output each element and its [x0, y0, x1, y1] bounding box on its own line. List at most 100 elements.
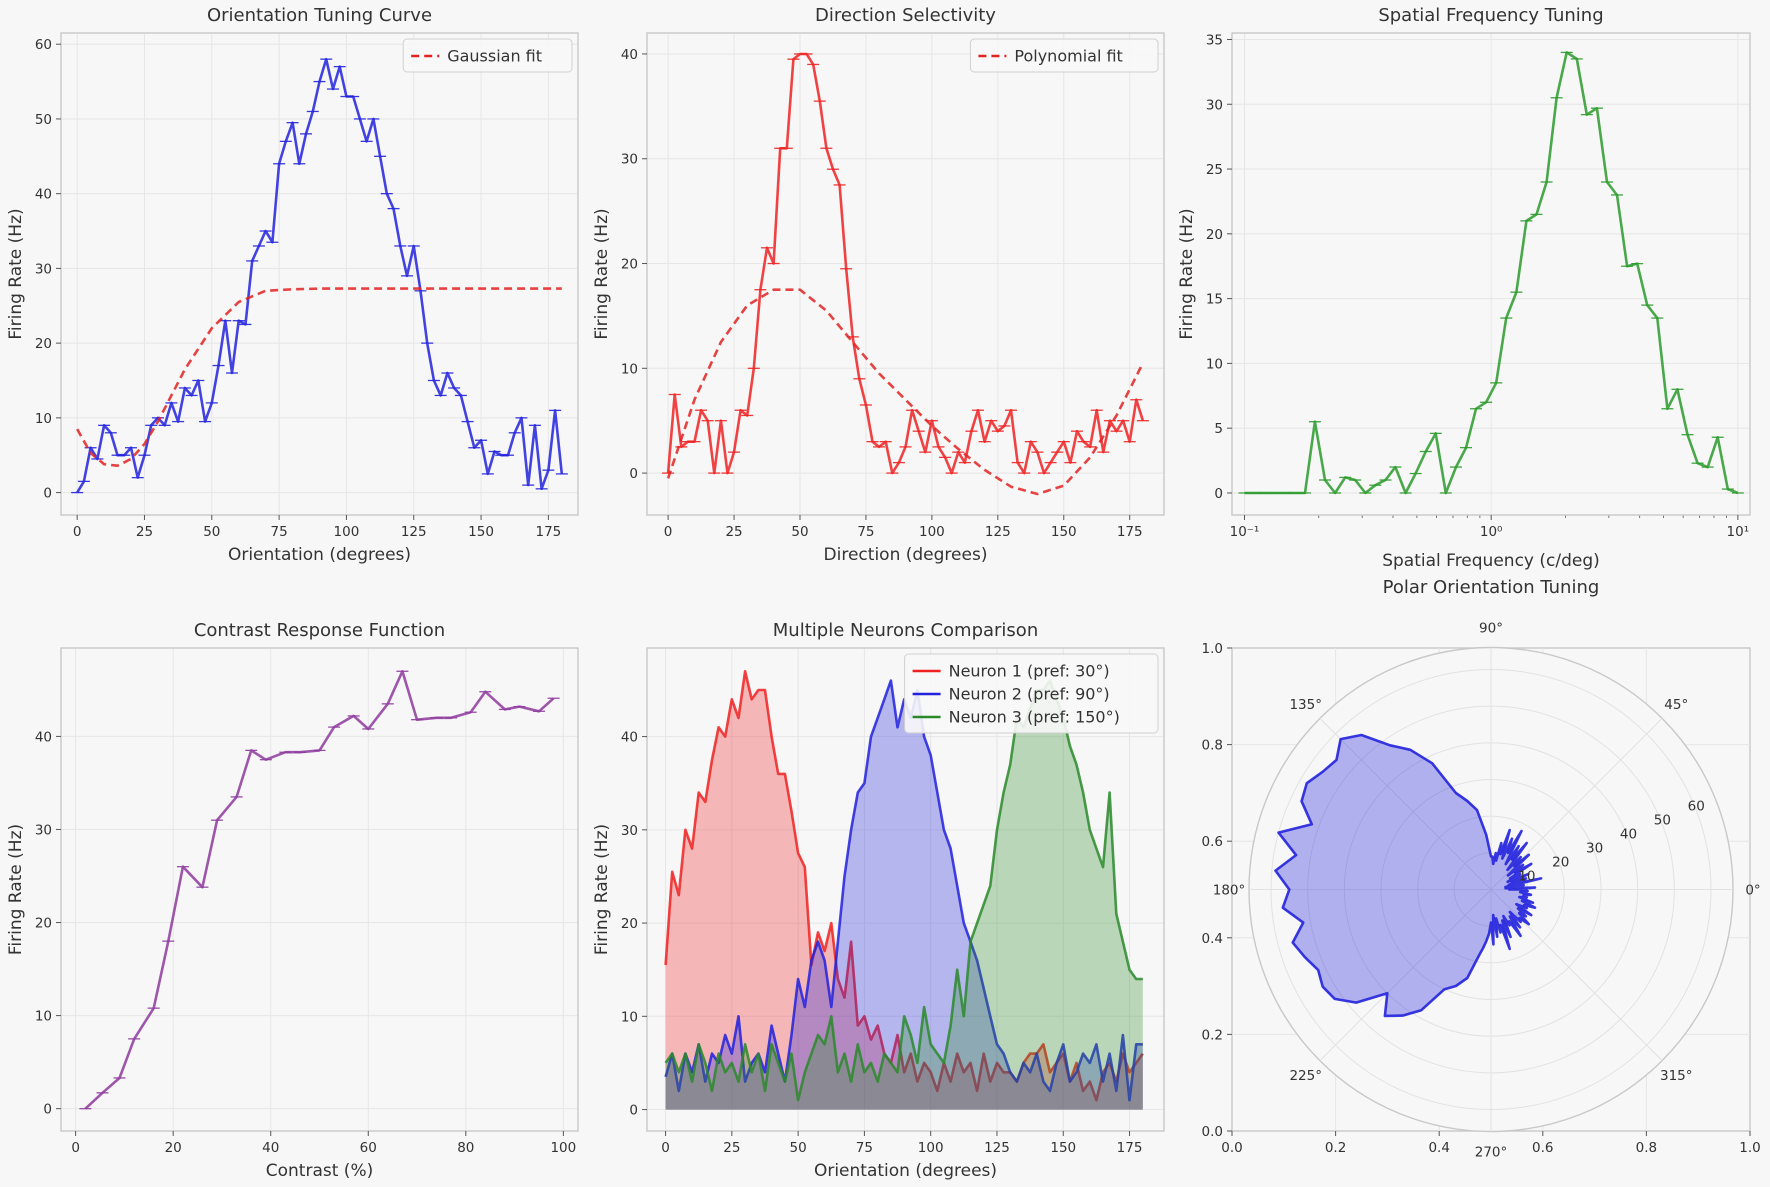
p1-plot-area — [61, 33, 578, 515]
p2-marks — [662, 52, 1149, 496]
p1-title: Orientation Tuning Curve — [207, 5, 432, 26]
p3-series-0-line — [1244, 51, 1739, 495]
p4-ytick-label: 40 — [35, 729, 52, 745]
p6-radial-tick-label: 60 — [1688, 798, 1705, 814]
p2-title: Direction Selectivity — [815, 5, 996, 26]
p6-angle-label: 135° — [1289, 697, 1322, 713]
p4-xtick-label: 100 — [550, 1140, 576, 1156]
p2-ytick-label: 0 — [629, 466, 638, 482]
p6-frame-xtick-label: 0.4 — [1428, 1140, 1449, 1156]
p1-xlabel: Orientation (degrees) — [228, 545, 411, 565]
p1-xtick-label: 175 — [535, 524, 561, 540]
p6-frame-ytick-label: 0.8 — [1202, 738, 1223, 754]
p6-frame-ytick-label: 1.0 — [1202, 641, 1223, 657]
p6-angle-label: 0° — [1745, 883, 1760, 899]
p5-xtick-label: 150 — [1050, 1140, 1076, 1156]
p3-ytick-label: 30 — [1206, 97, 1223, 113]
p5-xlabel: Orientation (degrees) — [814, 1161, 997, 1181]
p1-panel: 0 25 50 75 100 125 150 175 0 10 20 30 40 50 60 Orientat… — [6, 5, 579, 565]
p1-ytick-label: 60 — [35, 37, 52, 53]
p6-frame-ytick-label: 0.2 — [1202, 1027, 1223, 1043]
p5-xtick-label: 25 — [723, 1140, 740, 1156]
p6-frame-ytick-label: 0.4 — [1202, 931, 1223, 947]
p1-xtick-label: 0 — [73, 524, 82, 540]
p6-title: Polar Orientation Tuning — [1383, 577, 1600, 598]
p2-xtick-label: 75 — [857, 524, 874, 540]
p5-legend-box — [904, 653, 1159, 734]
p3-panel: 10⁻¹ 10⁰ 10¹ 0 5 10 15 20 25 30 35 Spatial Frequenc… — [1177, 5, 1751, 571]
p5-legend: Neuron 1 (pref: 30°) Neuron 2 (pref: 90°)… — [904, 653, 1159, 734]
p4-panel: 0 20 40 60 80 100 0 10 20 30 40 Contrast Response F… — [6, 620, 579, 1181]
p2-xtick-label: 50 — [791, 524, 808, 540]
p4-ytick-label: 0 — [43, 1102, 52, 1118]
p5-ytick-label: 30 — [621, 823, 638, 839]
p5-ylabel: Firing Rate (Hz) — [592, 824, 612, 955]
p4-ytick-label: 30 — [35, 822, 52, 838]
p4-frame — [60, 647, 579, 1132]
p6-radial-tick-label: 30 — [1586, 840, 1603, 856]
p6-frame-xtick-label: 0.0 — [1221, 1140, 1242, 1156]
p3-ytick-label: 35 — [1206, 32, 1223, 48]
p2-legend: Polynomial fit — [969, 38, 1159, 73]
p1-ytick-label: 20 — [35, 336, 52, 352]
p1-legend-box — [402, 38, 573, 73]
p5-xtick-label: 75 — [856, 1140, 873, 1156]
p3-ytick-label: 25 — [1206, 162, 1223, 178]
p2-xtick-label: 100 — [919, 524, 945, 540]
p2-panel: 0 25 50 75 100 125 150 175 0 10 20 30 40 Direction Se… — [592, 5, 1165, 565]
p4-xtick-label: 0 — [71, 1140, 80, 1156]
p6-series-0-area — [1275, 735, 1542, 1016]
p2-ylabel: Firing Rate (Hz) — [592, 208, 612, 339]
p6-radial-tick-label: 50 — [1654, 812, 1671, 828]
p1-xtick-label: 125 — [401, 524, 427, 540]
p3-ytick-label: 10 — [1206, 356, 1223, 372]
p2-frame — [646, 32, 1165, 516]
p6-angle-label: 225° — [1289, 1068, 1322, 1084]
p4-ylabel: Firing Rate (Hz) — [6, 824, 26, 955]
p4-title: Contrast Response Function — [194, 620, 445, 641]
p5-title: Multiple Neurons Comparison — [773, 620, 1038, 641]
p1-ytick-label: 40 — [35, 187, 52, 203]
p5-frame — [646, 647, 1165, 1132]
p3-ytick-label: 20 — [1206, 227, 1223, 243]
p6-angular-gridline — [1319, 889, 1492, 1061]
p5-xtick-label: 100 — [918, 1140, 944, 1156]
p6-radial-tick-label: 20 — [1552, 854, 1569, 870]
p1-xtick-label: 150 — [468, 524, 494, 540]
p5-ytick-label: 40 — [621, 730, 638, 746]
p5-ytick-label: 20 — [621, 916, 638, 932]
p1-ylabel: Firing Rate (Hz) — [6, 208, 26, 339]
p1-xtick-label: 25 — [136, 524, 153, 540]
p1-series-1-line — [76, 287, 562, 467]
p2-xtick-label: 0 — [664, 524, 673, 540]
p6-frame-xtick-label: 1.0 — [1739, 1140, 1760, 1156]
p4-xtick-label: 40 — [262, 1140, 279, 1156]
p5-series-0-line — [664, 670, 1144, 1102]
p4-xtick-label: 80 — [457, 1140, 474, 1156]
p6-angle-label: 45° — [1664, 697, 1688, 713]
p5-legend-label: Neuron 1 (pref: 30°) — [949, 662, 1110, 681]
p4-xtick-label: 60 — [360, 1140, 377, 1156]
p2-xtick-label: 150 — [1051, 524, 1077, 540]
p6-frame-xtick-label: 0.2 — [1325, 1140, 1346, 1156]
p2-xtick-label: 175 — [1117, 524, 1143, 540]
p1-xtick-label: 50 — [203, 524, 220, 540]
p6-angle-label: 90° — [1479, 621, 1503, 637]
p4-plot-area — [61, 648, 578, 1131]
p1-ytick-label: 50 — [35, 112, 52, 128]
p3-title: Spatial Frequency Tuning — [1378, 5, 1603, 26]
p6-panel: 0.0 0.2 0.4 0.6 0.8 1.0 0.0 0.2 0.4 0.6 0.8 1.0 10 20… — [1202, 577, 1761, 1161]
p6-radial-tick-label: 40 — [1620, 826, 1637, 842]
p2-ytick-label: 30 — [621, 152, 638, 168]
p6-radial-tick-label: 10 — [1518, 868, 1535, 884]
p5-xtick-label: 175 — [1117, 1140, 1143, 1156]
p4-xlabel: Contrast (%) — [266, 1161, 373, 1181]
p5-series-2-area — [665, 680, 1143, 1110]
p4-marks — [79, 670, 560, 1110]
p4-ytick-label: 10 — [35, 1009, 52, 1025]
p5-legend-label: Neuron 2 (pref: 90°) — [949, 685, 1110, 704]
p2-legend-box — [969, 38, 1159, 73]
p1-marks — [71, 57, 568, 494]
p3-ytick-label: 15 — [1206, 292, 1223, 308]
